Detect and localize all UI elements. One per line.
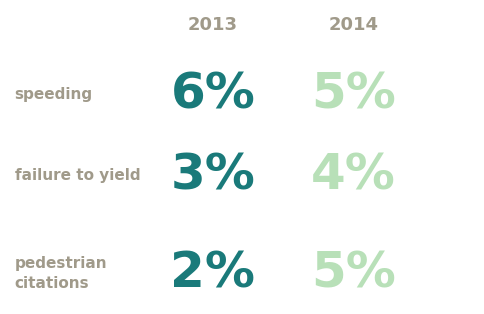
Text: 5%: 5% [311,249,396,297]
Text: failure to yield: failure to yield [15,168,140,183]
Text: 2%: 2% [170,249,256,297]
Text: 5%: 5% [311,70,396,118]
Text: 2013: 2013 [188,16,238,34]
Text: speeding: speeding [15,87,92,102]
Text: 6%: 6% [170,70,256,118]
Text: 4%: 4% [311,152,396,200]
Text: pedestrian
citations: pedestrian citations [15,256,107,290]
Text: 2014: 2014 [328,16,378,34]
Text: 3%: 3% [170,152,256,200]
